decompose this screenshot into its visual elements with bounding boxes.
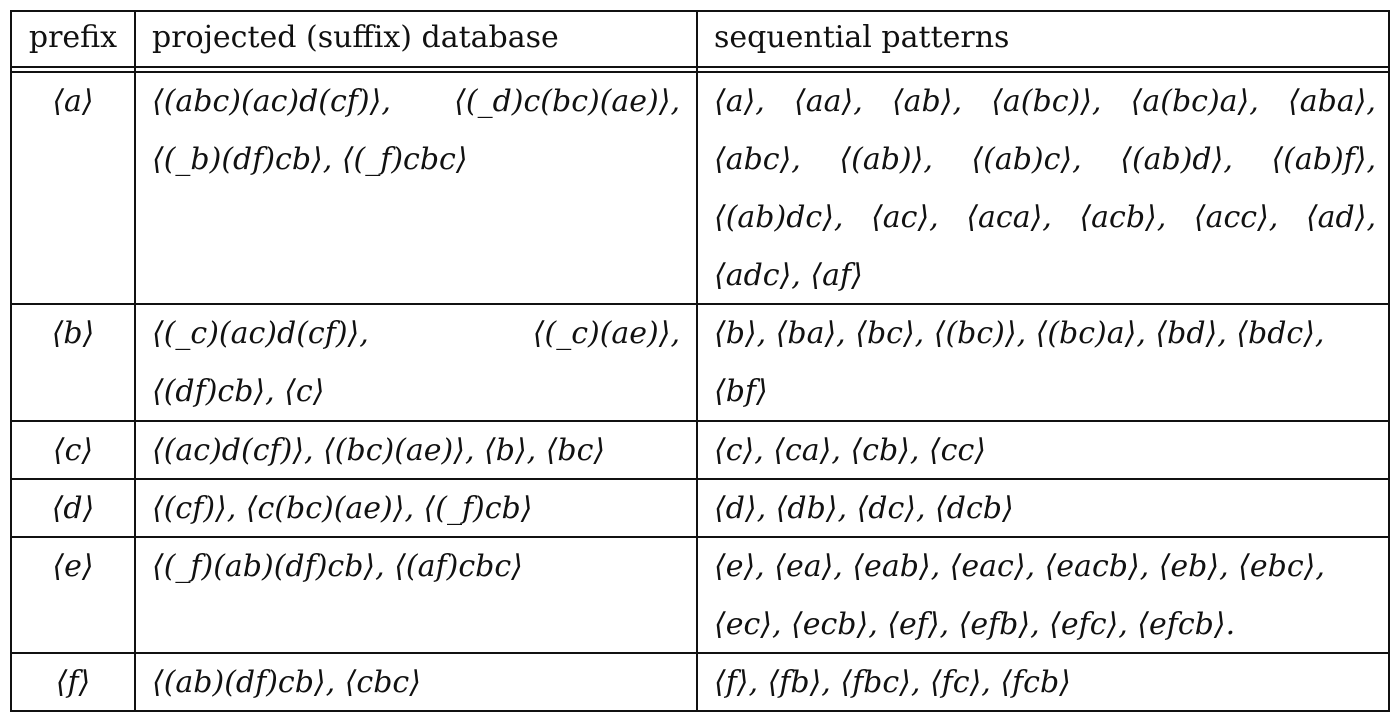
table-rule-header-2: [10, 71, 1390, 73]
prefix-cell: ⟨a⟩: [52, 84, 94, 119]
text-line: ⟨c⟩, ⟨ca⟩, ⟨cb⟩, ⟨cc⟩: [714, 433, 986, 468]
pattern-text: ⟨(ab)⟩,: [839, 142, 933, 177]
sequential-patterns-cell: ⟨a⟩, ⟨aa⟩, ⟨ab⟩, ⟨a(bc)⟩, ⟨a(bc)a⟩, ⟨aba…: [714, 73, 1376, 305]
pattern-text: ⟨(ab)d⟩,: [1120, 142, 1233, 177]
text-line: ⟨(df)cb⟩, ⟨c⟩: [152, 374, 325, 409]
pattern-text: ⟨acb⟩,: [1079, 200, 1167, 235]
projected-database-cell: ⟨(cf)⟩, ⟨c(bc)(ae)⟩, ⟨(_f)cb⟩: [152, 480, 680, 538]
sequence-text: ⟨(_c)(ac)d(cf)⟩,: [152, 316, 369, 351]
table-rule-top: [10, 10, 1390, 12]
table-border-left: [10, 10, 12, 712]
sequential-patterns-cell: ⟨b⟩, ⟨ba⟩, ⟨bc⟩, ⟨(bc)⟩, ⟨(bc)a⟩, ⟨bd⟩, …: [714, 305, 1376, 421]
projected-database-cell: ⟨(_f)(ab)(df)cb⟩, ⟨(af)cbc⟩: [152, 538, 680, 596]
sequential-patterns-cell: ⟨d⟩, ⟨db⟩, ⟨dc⟩, ⟨dcb⟩: [714, 480, 1376, 538]
prefix-cell: ⟨d⟩: [51, 491, 95, 526]
sequence-text: ⟨(abc)(ac)d(cf)⟩,: [152, 84, 391, 119]
table-rule-header-1: [10, 66, 1390, 68]
pattern-text: ⟨abc⟩,: [714, 142, 801, 177]
column-divider-prefix: [134, 10, 136, 712]
pattern-text: ⟨a⟩,: [714, 84, 765, 119]
sequential-patterns-table: prefix projected (suffix) database seque…: [10, 10, 1390, 712]
pattern-text: ⟨ab⟩,: [891, 84, 963, 119]
projected-database-cell: ⟨(_c)(ac)d(cf)⟩, ⟨(_c)(ae)⟩, ⟨(df)cb⟩, ⟨…: [152, 305, 680, 421]
sequential-patterns-cell: ⟨c⟩, ⟨ca⟩, ⟨cb⟩, ⟨cc⟩: [714, 422, 1376, 480]
projected-database-cell: ⟨(abc)(ac)d(cf)⟩, ⟨(_d)c(bc)(ae)⟩, ⟨(_b)…: [152, 73, 680, 189]
text-line: ⟨(_b)(df)cb⟩, ⟨(_f)cbc⟩: [152, 142, 468, 177]
sequence-text: ⟨(_c)(ae)⟩,: [532, 316, 680, 351]
text-line: ⟨(_c)(ac)d(cf)⟩, ⟨(_c)(ae)⟩,: [152, 305, 680, 363]
text-line: ⟨(ab)(df)cb⟩, ⟨cbc⟩: [152, 665, 421, 700]
pattern-text: ⟨ac⟩,: [871, 200, 939, 235]
text-line: ⟨e⟩, ⟨ea⟩, ⟨eab⟩, ⟨eac⟩, ⟨eacb⟩, ⟨eb⟩, ⟨…: [714, 549, 1325, 584]
prefix-cell: ⟨b⟩: [51, 316, 95, 351]
pattern-text: ⟨a(bc)a⟩,: [1130, 84, 1259, 119]
text-line: ⟨adc⟩, ⟨af⟩: [714, 258, 863, 293]
text-line: ⟨(ac)d(cf)⟩, ⟨(bc)(ae)⟩, ⟨b⟩, ⟨bc⟩: [152, 433, 606, 468]
projected-database-cell: ⟨(ac)d(cf)⟩, ⟨(bc)(ae)⟩, ⟨b⟩, ⟨bc⟩: [152, 422, 680, 480]
column-divider-projected: [696, 10, 698, 712]
sequential-patterns-cell: ⟨e⟩, ⟨ea⟩, ⟨eab⟩, ⟨eac⟩, ⟨eacb⟩, ⟨eb⟩, ⟨…: [714, 538, 1376, 654]
pattern-text: ⟨ad⟩,: [1305, 200, 1376, 235]
text-line: ⟨d⟩, ⟨db⟩, ⟨dc⟩, ⟨dcb⟩: [714, 491, 1014, 526]
pattern-text: ⟨a(bc)⟩,: [991, 84, 1102, 119]
prefix-cell: ⟨e⟩: [52, 549, 94, 584]
header-sequential-patterns: sequential patterns: [714, 20, 1010, 55]
pattern-text: ⟨aca⟩,: [966, 200, 1052, 235]
prefix-cell: ⟨f⟩: [55, 665, 91, 700]
table-row-divider: [10, 478, 1390, 480]
text-line: ⟨ec⟩, ⟨ecb⟩, ⟨ef⟩, ⟨efb⟩, ⟨efc⟩, ⟨efcb⟩.: [714, 607, 1236, 642]
sequence-text: ⟨(_d)c(bc)(ae)⟩,: [454, 84, 680, 119]
prefix-cell: ⟨c⟩: [52, 433, 94, 468]
pattern-text: ⟨acc⟩,: [1193, 200, 1279, 235]
text-line: ⟨a⟩, ⟨aa⟩, ⟨ab⟩, ⟨a(bc)⟩, ⟨a(bc)a⟩, ⟨aba…: [714, 73, 1376, 131]
sequential-patterns-cell: ⟨f⟩, ⟨fb⟩, ⟨fbc⟩, ⟨fc⟩, ⟨fcb⟩: [714, 654, 1376, 712]
pattern-text: ⟨aba⟩,: [1288, 84, 1376, 119]
text-line: ⟨b⟩, ⟨ba⟩, ⟨bc⟩, ⟨(bc)⟩, ⟨(bc)a⟩, ⟨bd⟩, …: [714, 316, 1325, 351]
text-line: ⟨(ab)dc⟩, ⟨ac⟩, ⟨aca⟩, ⟨acb⟩, ⟨acc⟩, ⟨ad…: [714, 189, 1376, 247]
pattern-text: ⟨(ab)c⟩,: [971, 142, 1082, 177]
text-line: ⟨(abc)(ac)d(cf)⟩, ⟨(_d)c(bc)(ae)⟩,: [152, 73, 680, 131]
table-rule-bottom: [10, 710, 1390, 712]
table-row-divider: [10, 652, 1390, 654]
projected-database-cell: ⟨(ab)(df)cb⟩, ⟨cbc⟩: [152, 654, 680, 712]
pattern-text: ⟨aa⟩,: [794, 84, 863, 119]
text-line: ⟨bf⟩: [714, 374, 768, 409]
text-line: ⟨(_f)(ab)(df)cb⟩, ⟨(af)cbc⟩: [152, 549, 523, 584]
table-row-divider: [10, 536, 1390, 538]
table-border-right: [1388, 10, 1390, 712]
text-line: ⟨f⟩, ⟨fb⟩, ⟨fbc⟩, ⟨fc⟩, ⟨fcb⟩: [714, 665, 1071, 700]
text-line: ⟨abc⟩, ⟨(ab)⟩, ⟨(ab)c⟩, ⟨(ab)d⟩, ⟨(ab)f⟩…: [714, 131, 1376, 189]
header-prefix: prefix: [28, 20, 118, 55]
pattern-text: ⟨(ab)dc⟩,: [714, 200, 844, 235]
table-row-divider: [10, 303, 1390, 305]
text-line: ⟨(cf)⟩, ⟨c(bc)(ae)⟩, ⟨(_f)cb⟩: [152, 491, 533, 526]
table-row-divider: [10, 420, 1390, 422]
header-projected-database: projected (suffix) database: [152, 20, 559, 55]
pattern-text: ⟨(ab)f⟩,: [1271, 142, 1376, 177]
